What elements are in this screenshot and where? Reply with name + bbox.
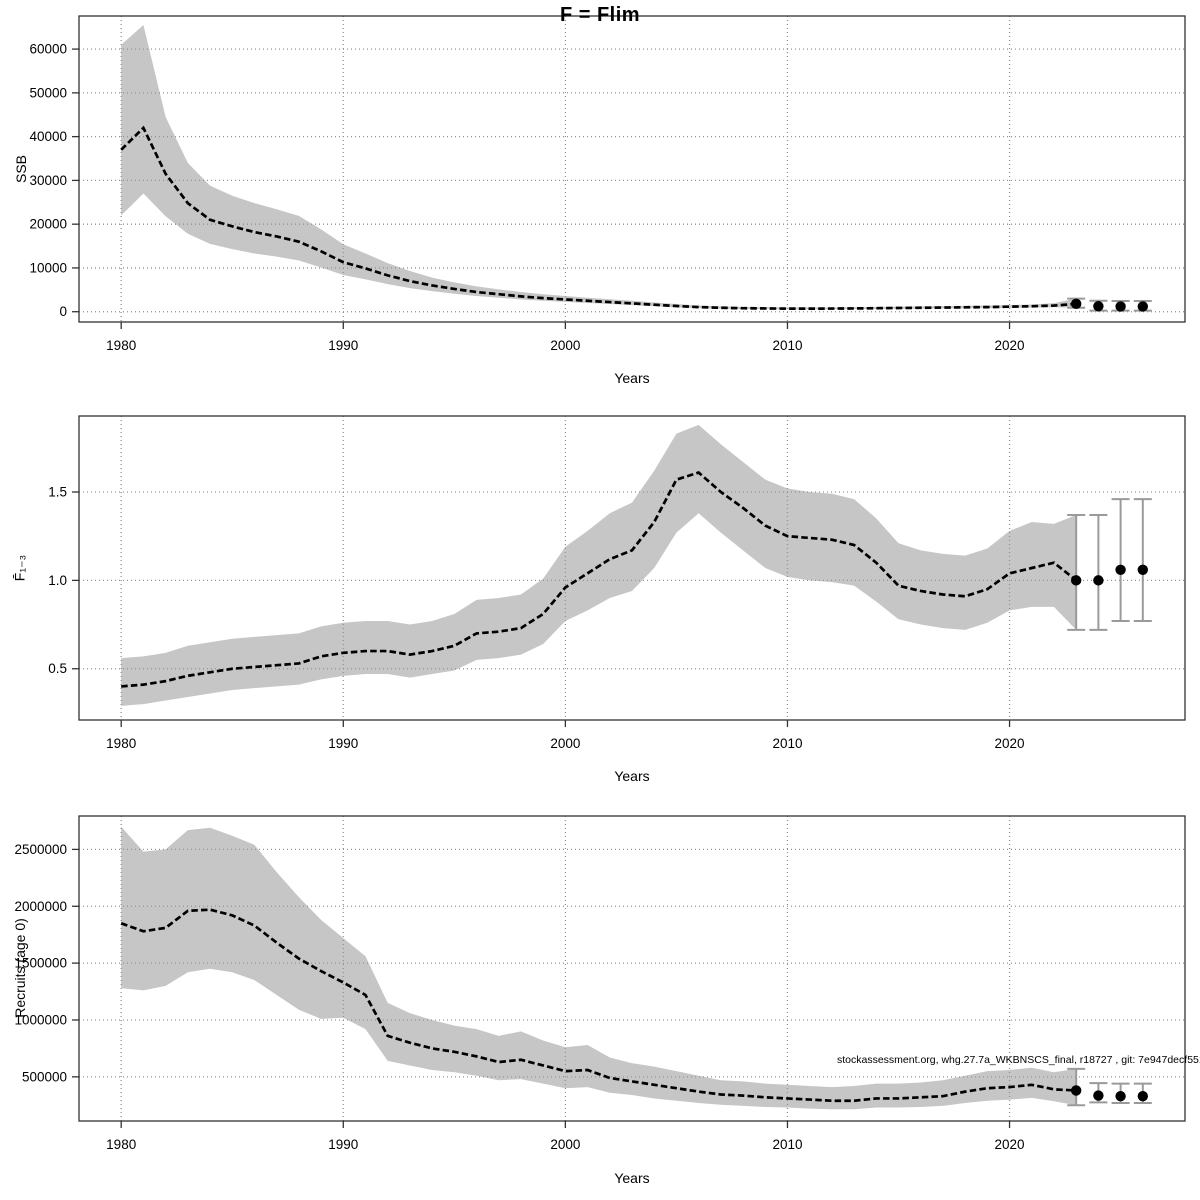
forecast-dot — [1115, 1090, 1126, 1102]
x-tick-label: 2020 — [995, 736, 1025, 751]
y-tick-label: 10000 — [29, 260, 67, 275]
panel-fbar: 1980 1990 2000 2010 2020 0.5 1.0 1.5 — [48, 415, 1186, 751]
forecast-dot — [1093, 1090, 1104, 1101]
attribution-text: stockassessment.org, whg.27.7a_WKBNSCS_f… — [837, 1054, 1200, 1066]
y-tick-label: 50000 — [29, 85, 67, 100]
estimate-line — [120, 125, 1077, 310]
y-tick-label: 500000 — [22, 1069, 67, 1084]
estimate-line — [120, 908, 1077, 1103]
y-tick-label: 20000 — [29, 217, 67, 232]
y-tick-label: 60000 — [29, 42, 67, 57]
y-tick-label: 1000000 — [14, 1012, 67, 1027]
recruits-x-axis-label: Years — [614, 1170, 650, 1186]
x-tick-label: 1990 — [328, 736, 358, 751]
x-tick-label: 1980 — [106, 1137, 136, 1152]
x-tick-label: 1990 — [328, 338, 358, 353]
y-tick-label: 1.5 — [48, 485, 67, 500]
forecast-dot — [1070, 575, 1082, 586]
ssb-x-axis-label: Years — [614, 370, 650, 386]
forecast-dot — [1137, 1090, 1149, 1102]
y-tick-label: 2500000 — [14, 842, 67, 857]
forecast-dot — [1115, 301, 1126, 312]
y-tick-label: 0 — [59, 304, 67, 319]
x-tick-label: 2000 — [550, 338, 580, 353]
plot-box — [78, 15, 1186, 323]
x-tick-label: 2010 — [772, 1137, 802, 1152]
x-tick-label: 1990 — [328, 1137, 358, 1152]
y-tick-label: 2000000 — [14, 899, 67, 914]
x-tick-label: 2010 — [772, 736, 802, 751]
x-tick-label: 1980 — [106, 736, 136, 751]
panel-ssb: 1980 1990 2000 2010 2020 0 10000 20000 30000 4000… — [29, 15, 1186, 353]
x-tick-label: 2000 — [550, 1137, 580, 1152]
panel-recruits: 1980 1990 2000 2010 2020 500000 1000000 1500000… — [14, 815, 1186, 1152]
forecast-dot — [1093, 575, 1104, 586]
forecast-dot — [1137, 564, 1149, 575]
y-tick-label: 40000 — [29, 129, 67, 144]
y-tick-label: 1.0 — [48, 573, 67, 588]
confidence-band — [121, 826, 1077, 1110]
x-tick-label: 2000 — [550, 736, 580, 751]
fbar-x-axis-label: Years — [614, 768, 650, 784]
plot-box — [78, 415, 1186, 721]
ssb-y-axis-label: SSB — [13, 154, 29, 184]
y-tick-label: 1500000 — [14, 956, 67, 971]
fbar-y-axis-label: F̄₁₋₃ — [11, 554, 28, 582]
y-tick-label: 0.5 — [48, 661, 67, 676]
plot-box — [78, 815, 1186, 1122]
estimate-line — [121, 471, 1078, 688]
confidence-band — [121, 25, 1077, 310]
forecast-dot — [1070, 298, 1082, 310]
x-tick-label: 1980 — [106, 338, 136, 353]
forecast-dot — [1070, 1085, 1082, 1096]
x-tick-label: 2020 — [995, 338, 1025, 353]
y-tick-label: 30000 — [29, 173, 67, 188]
x-tick-label: 2020 — [995, 1137, 1025, 1152]
forecast-dot — [1093, 301, 1104, 312]
recruits-y-axis-label: Recruits (age 0) — [12, 918, 28, 1018]
x-tick-label: 2010 — [772, 338, 802, 353]
forecast-dot — [1115, 564, 1126, 575]
forecast-dot — [1137, 301, 1149, 312]
figure-title: F = Flim — [559, 4, 641, 26]
